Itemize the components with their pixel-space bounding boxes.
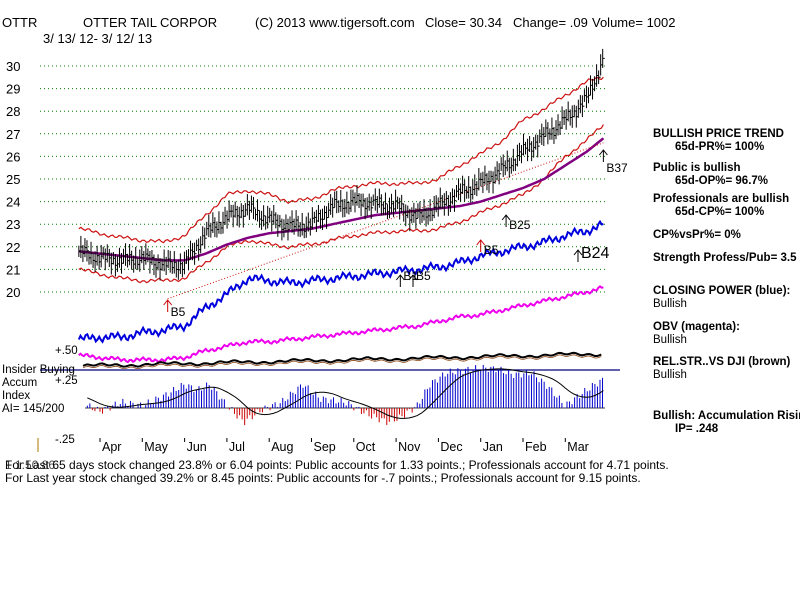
signal-label: B24 xyxy=(581,245,610,262)
change-value: Change= .09 xyxy=(513,15,588,30)
signal-arrow xyxy=(476,239,486,252)
price-tick-label: 27 xyxy=(6,127,20,142)
insider-buying-label: Insider Buying xyxy=(2,364,75,376)
signal-label: B1 xyxy=(403,269,418,283)
side-line-4: Professionals are bullish xyxy=(653,193,790,205)
side-line-2: Public is bullish xyxy=(653,162,741,174)
side-line-7: Strength Profess/Pub= 3.5 xyxy=(653,252,797,264)
support-trendline xyxy=(167,142,604,300)
price-tick-label: 25 xyxy=(6,172,20,187)
volume-value: Volume= 1002 xyxy=(592,15,676,30)
price-tick-label: 20 xyxy=(6,285,20,300)
signal-arrow xyxy=(598,149,608,162)
month-label: Aug xyxy=(271,440,293,454)
accum-tick-plus50: +.50 xyxy=(55,345,78,357)
side-line-15: IP= .248 xyxy=(675,423,719,435)
side-line-11: Bullish xyxy=(653,334,687,346)
date-range: 3/ 13/ 12- 3/ 12/ 13 xyxy=(43,31,153,46)
ticker: OTTR xyxy=(2,15,38,30)
month-label: Dec xyxy=(440,440,462,454)
accum-tick-minus25: -.25 xyxy=(55,434,75,446)
price-tick-label: 24 xyxy=(6,195,20,210)
month-label: Feb xyxy=(525,440,547,454)
side-line-3: 65d-OP%= 96.7% xyxy=(675,175,769,187)
price-tick-label: 23 xyxy=(6,217,20,232)
price-tick-label: 28 xyxy=(6,104,20,119)
side-line-14: Bullish: Accumulation Rising xyxy=(653,410,800,422)
month-label: Jul xyxy=(229,440,245,454)
signal-label: B5 xyxy=(484,243,499,257)
signal-arrow xyxy=(163,299,173,312)
closing-power-line xyxy=(77,219,604,344)
signal-arrow xyxy=(501,214,511,227)
side-line-12: REL.STR..VS DJI (brown) xyxy=(653,356,791,368)
footer-line-65days: For Last 65 days stock changed 23.8% or … xyxy=(5,458,669,472)
price-tick-label: 26 xyxy=(6,149,20,164)
copyright: (C) 2013 www.tigersoft.com xyxy=(255,15,415,30)
price-tick-label: 29 xyxy=(6,82,20,97)
month-label: Apr xyxy=(102,440,121,454)
signal-arrow xyxy=(395,274,405,287)
month-label: May xyxy=(144,440,168,454)
company-name: OTTER TAIL CORPOR xyxy=(83,15,218,30)
price-tick-label: 21 xyxy=(6,262,20,277)
accum-label: Accum xyxy=(2,377,38,389)
ai-value: AI= 145/200 xyxy=(2,403,65,415)
footer-line-year: For Last year stock changed 39.2% or 8.4… xyxy=(5,471,641,485)
footer-overlap-text: 1 1:50.86 xyxy=(5,458,56,472)
month-label: Nov xyxy=(398,440,421,454)
side-line-10: OBV (magenta): xyxy=(653,321,740,333)
signal-label: B37 xyxy=(606,161,628,175)
price-tick-label: 30 xyxy=(6,59,20,74)
signal-label: B5 xyxy=(171,305,186,319)
signal-label: B5 xyxy=(416,269,431,283)
month-label: Oct xyxy=(356,440,376,454)
obv-line xyxy=(78,285,604,364)
signal-arrow xyxy=(408,274,418,287)
side-line-5: 65d-CP%= 100% xyxy=(675,206,765,218)
month-label: Mar xyxy=(567,440,589,454)
side-line-6: CP%vsPr%= 0% xyxy=(653,229,741,241)
signal-label: B25 xyxy=(509,218,531,232)
rel-strength-brown-line xyxy=(82,354,602,370)
side-line-13: Bullish xyxy=(653,369,687,381)
accum-tick-plus25: +.25 xyxy=(55,375,78,387)
close-value: Close= 30.34 xyxy=(425,15,502,30)
month-label: Jun xyxy=(187,440,207,454)
signal-arrow xyxy=(573,249,583,262)
month-label: Jan xyxy=(483,440,503,454)
accum-moving-average xyxy=(87,368,604,419)
rel-strength-line xyxy=(82,351,602,368)
lower-band-line xyxy=(78,124,604,284)
index-label: Index xyxy=(2,390,31,402)
side-line-0: BULLISH PRICE TREND xyxy=(653,128,784,140)
price-tick-label: 22 xyxy=(6,240,20,255)
side-line-1: 65d-PR%= 100% xyxy=(675,141,765,153)
month-label: Sep xyxy=(314,440,336,454)
side-line-9: Bullish xyxy=(653,298,687,310)
upper-band-line xyxy=(78,76,604,244)
side-line-8: CLOSING POWER (blue): xyxy=(653,285,791,297)
